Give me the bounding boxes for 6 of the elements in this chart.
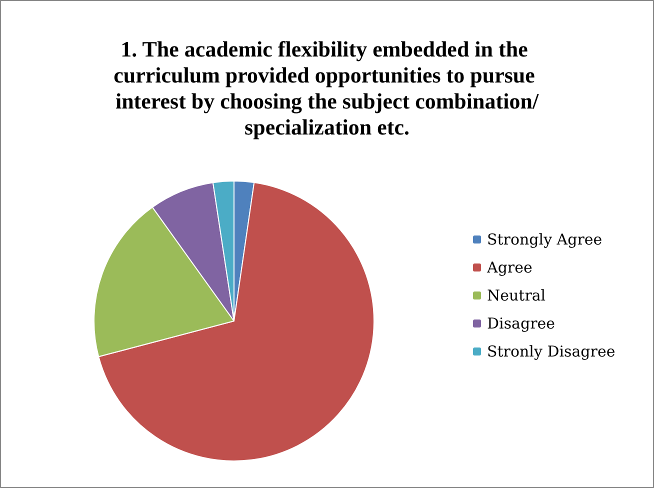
chart-title: 1. The academic flexibility embedded in the curriculum provided opportunities to pursue interest by choosing the subject combination/specialization etc. — [114, 36, 540, 140]
legend-label: Agree — [486, 258, 532, 276]
legend-label: Disagree — [487, 314, 556, 332]
legend-label: Strongly Agree — [487, 230, 602, 248]
legend-label: Stronly Disagree — [487, 342, 616, 360]
legend-label: Neutral — [487, 286, 546, 304]
